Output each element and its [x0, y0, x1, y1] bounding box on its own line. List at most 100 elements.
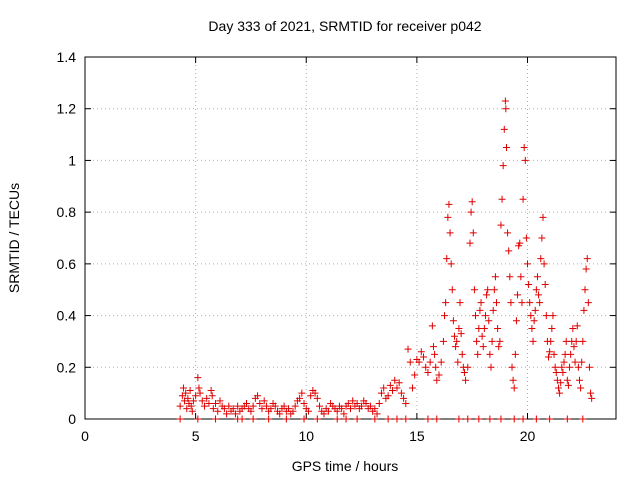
data-point — [205, 399, 213, 407]
data-point — [557, 379, 565, 387]
data-point — [262, 402, 270, 410]
data-point — [220, 405, 228, 413]
data-point — [520, 144, 528, 151]
data-point — [395, 379, 403, 387]
data-point — [506, 273, 514, 281]
data-point — [538, 234, 546, 242]
data-point — [406, 358, 414, 366]
data-point — [402, 415, 410, 423]
data-point — [426, 358, 434, 366]
data-point — [189, 397, 197, 405]
data-point — [271, 402, 279, 410]
chart-title: Day 333 of 2021, SRMTID for receiver p04… — [208, 18, 481, 34]
data-point — [446, 229, 454, 237]
data-point — [223, 410, 231, 418]
data-point — [384, 392, 392, 400]
data-point — [500, 125, 508, 133]
data-point — [249, 415, 257, 423]
data-point — [442, 299, 450, 307]
data-point — [238, 415, 246, 423]
data-point — [518, 299, 526, 307]
data-point — [485, 317, 493, 325]
data-point — [556, 389, 564, 397]
data-point — [573, 322, 581, 330]
data-point — [408, 384, 416, 392]
data-point — [464, 415, 472, 423]
data-point — [554, 384, 562, 392]
data-point — [195, 384, 203, 392]
x-axis-label: GPS time / hours — [292, 458, 399, 474]
data-point — [527, 312, 535, 320]
data-point — [498, 195, 506, 203]
data-point — [551, 363, 559, 371]
data-point — [404, 345, 412, 353]
data-point — [347, 405, 354, 413]
data-point — [581, 286, 589, 294]
data-point — [214, 407, 222, 415]
data-point — [448, 286, 456, 294]
data-point — [371, 415, 379, 423]
data-point — [380, 384, 388, 392]
data-point — [497, 221, 505, 229]
data-point — [431, 350, 439, 358]
data-point — [212, 399, 220, 407]
data-point — [567, 350, 575, 358]
data-point — [583, 255, 591, 263]
data-point — [267, 405, 275, 413]
data-point — [472, 312, 480, 320]
data-point — [340, 410, 348, 418]
data-point — [391, 376, 399, 384]
data-point — [474, 350, 482, 358]
data-point — [579, 415, 587, 423]
data-point — [507, 299, 515, 307]
data-point — [524, 260, 531, 268]
data-point — [487, 363, 495, 371]
data-point — [486, 415, 494, 423]
y-tick-label: 0 — [68, 411, 76, 427]
data-point — [466, 239, 474, 247]
data-point — [510, 384, 518, 392]
data-point — [484, 286, 492, 294]
data-point — [542, 312, 550, 320]
data-point — [454, 358, 462, 366]
data-point — [530, 317, 538, 325]
data-point — [470, 286, 478, 294]
data-point — [509, 376, 517, 384]
data-point — [182, 389, 190, 397]
data-point — [313, 394, 321, 402]
data-point — [480, 325, 488, 332]
data-point — [491, 273, 499, 281]
data-point — [584, 299, 592, 307]
data-point — [400, 394, 408, 402]
data-point — [486, 350, 494, 358]
x-tick-label: 15 — [409, 428, 425, 444]
data-point — [533, 273, 541, 281]
data-point — [362, 399, 370, 407]
data-point — [265, 415, 273, 423]
data-point — [540, 260, 548, 268]
data-point — [280, 402, 288, 410]
data-point — [455, 415, 463, 423]
data-point — [307, 392, 315, 400]
data-point — [184, 394, 192, 402]
y-axis-label: SRMTID / TECUs — [6, 183, 22, 293]
data-point — [422, 363, 430, 371]
data-point — [371, 405, 379, 413]
data-point — [548, 325, 556, 332]
data-point — [522, 234, 530, 242]
data-point — [521, 156, 529, 164]
data-point — [291, 402, 299, 410]
data-point — [428, 322, 436, 330]
data-point — [311, 389, 319, 397]
data-point — [455, 325, 463, 332]
data-point — [479, 343, 487, 351]
data-points — [176, 97, 596, 423]
data-point — [546, 348, 554, 356]
data-point — [386, 381, 394, 389]
data-point — [547, 337, 555, 345]
data-point — [473, 337, 481, 345]
data-point — [444, 213, 452, 221]
y-tick-label: 1 — [68, 152, 76, 168]
data-point — [366, 402, 374, 410]
